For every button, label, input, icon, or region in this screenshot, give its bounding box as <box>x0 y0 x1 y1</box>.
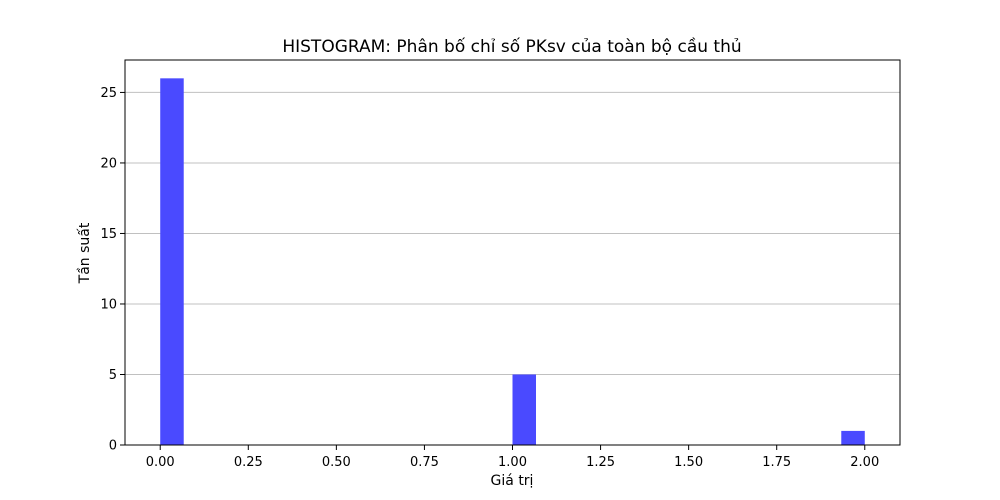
chart-title: HISTOGRAM: Phân bố chỉ số PKsv của toàn … <box>282 36 741 57</box>
y-tick-label: 20 <box>100 156 117 171</box>
x-tick-label: 0.50 <box>322 455 351 470</box>
y-tick-label: 10 <box>100 297 117 312</box>
y-tick-label: 0 <box>109 439 117 454</box>
grid-lines <box>125 91 900 375</box>
y-axis-label: Tần suất <box>77 222 93 284</box>
x-tick-label: 1.75 <box>762 455 791 470</box>
y-axis-ticks: 0 5 10 15 20 25 <box>100 86 125 454</box>
y-tick-label: 15 <box>100 227 117 242</box>
x-tick-label: 1.00 <box>498 455 527 470</box>
x-tick-label: 0.75 <box>410 455 439 470</box>
x-tick-label: 2.00 <box>850 455 879 470</box>
histogram-bar <box>841 430 865 445</box>
y-tick-label: 5 <box>109 368 117 383</box>
x-tick-label: 0.25 <box>234 455 263 470</box>
x-tick-label: 0.00 <box>146 455 175 470</box>
y-tick-label: 25 <box>100 86 117 101</box>
x-tick-label: 1.25 <box>586 455 615 470</box>
x-axis-label: Giá trị <box>491 473 534 489</box>
bars <box>160 78 865 445</box>
x-axis-ticks: 0.00 0.25 0.50 0.75 1.00 1.25 1.50 1.75 2.00 <box>146 445 879 470</box>
x-tick-label: 1.50 <box>674 455 703 470</box>
histogram-bar <box>512 374 536 445</box>
histogram-bar <box>160 78 184 445</box>
